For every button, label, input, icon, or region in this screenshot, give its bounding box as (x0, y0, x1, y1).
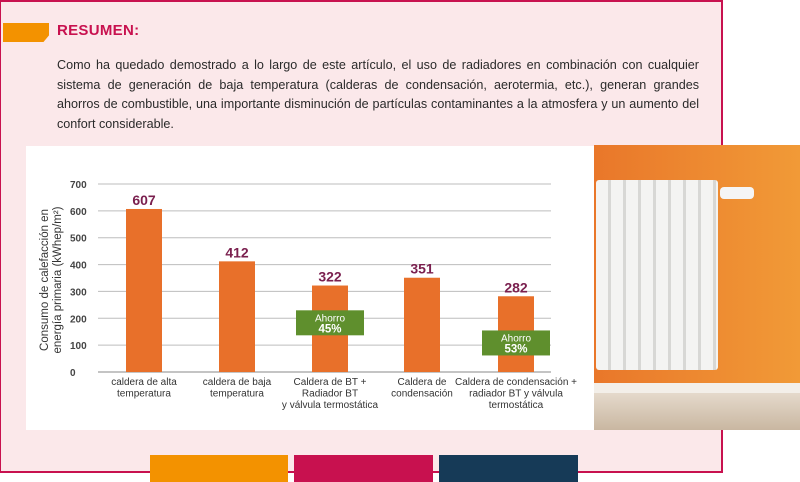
thermostatic-valve-image (720, 187, 754, 199)
category-label: Radiador BT (302, 389, 358, 400)
savings-badge (296, 310, 364, 336)
radiator-image (596, 180, 718, 370)
bar-1 (126, 208, 162, 372)
category-label: temperatura (210, 389, 264, 400)
savings-badge (482, 330, 550, 356)
y-tick-label: 500 (70, 234, 87, 245)
category-label: caldera de alta (111, 377, 177, 388)
category-label: Caldera de (398, 377, 447, 388)
y-tick-label: 0 (70, 368, 76, 379)
category-label: radiador BT y válvula (469, 389, 563, 400)
savings-value: 53% (504, 343, 527, 355)
savings-label: Ahorro (501, 333, 531, 344)
chart-area (26, 146, 594, 430)
savings-value: 45% (318, 323, 341, 335)
category-label: condensación (391, 389, 453, 400)
summary-paragraph: Como ha quedado demostrado a lo largo de… (57, 58, 699, 131)
y-tick-label: 100 (70, 341, 87, 352)
value-label: 607 (132, 192, 156, 208)
y-tick-label: 700 (70, 180, 87, 191)
value-label: 412 (225, 244, 249, 260)
section-title: RESUMEN: (57, 22, 140, 39)
category-label: y válvula termostática (282, 400, 379, 411)
y-tick-label: 200 (70, 314, 87, 325)
footer-bar-crimson (294, 455, 433, 482)
footer-bar-orange (150, 455, 288, 482)
footer-bar-navy (439, 455, 578, 482)
value-label: 322 (318, 269, 342, 285)
category-label: Caldera de BT + (294, 377, 367, 388)
bar-4 (404, 277, 440, 372)
bar-2 (219, 261, 255, 372)
category-label: Caldera de condensación + (455, 377, 577, 388)
value-label: 282 (504, 279, 528, 295)
savings-label: Ahorro (315, 313, 345, 324)
category-label: termostática (489, 400, 544, 411)
section-tab-marker (3, 23, 49, 42)
y-tick-label: 600 (70, 207, 87, 218)
category-label: caldera de baja (203, 377, 272, 388)
value-label: 351 (410, 261, 434, 277)
y-tick-label: 300 (70, 287, 87, 298)
y-axis-label: Consumo de calefacción enenergía primari… (39, 206, 64, 353)
category-label: temperatura (117, 389, 171, 400)
radiator-photo (594, 145, 800, 430)
y-tick-label: 400 (70, 261, 87, 272)
